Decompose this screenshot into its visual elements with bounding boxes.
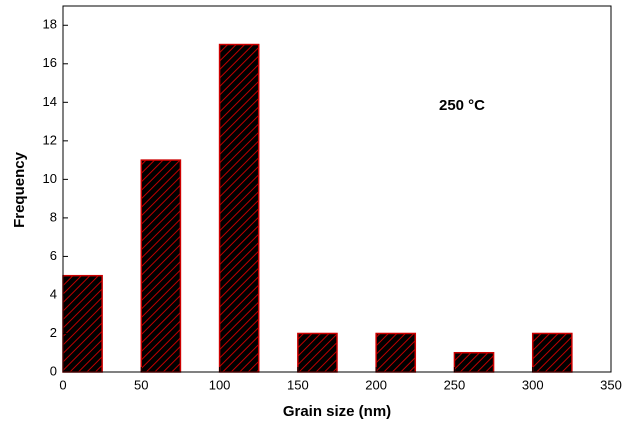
y-tick-label: 2	[50, 325, 57, 340]
x-tick-label: 50	[134, 377, 148, 392]
x-axis-label: Grain size (nm)	[283, 403, 391, 420]
bar	[375, 332, 417, 373]
y-tick-label: 14	[43, 94, 57, 109]
bar	[531, 332, 573, 373]
y-axis-label: Frequency	[11, 151, 28, 228]
bar	[140, 159, 182, 373]
y-tick-label: 16	[43, 55, 57, 70]
y-tick-label: 6	[50, 248, 57, 263]
x-tick-label: 150	[287, 377, 309, 392]
x-tick-label: 350	[600, 377, 622, 392]
y-tick-label: 4	[50, 286, 57, 301]
x-tick-label: 0	[59, 377, 66, 392]
y-tick-label: 12	[43, 132, 57, 147]
y-tick-label: 0	[50, 363, 57, 378]
bar	[297, 332, 338, 373]
y-tick-label: 18	[43, 17, 57, 32]
x-tick-label: 100	[209, 377, 231, 392]
annotation: 250 °C	[439, 97, 485, 114]
y-tick-label: 10	[43, 171, 57, 186]
plot-frame	[62, 5, 612, 373]
x-tick-label: 250	[444, 377, 466, 392]
bar	[62, 274, 103, 373]
x-tick-label: 300	[522, 377, 544, 392]
y-tick-label: 8	[50, 209, 57, 224]
x-tick-label: 200	[365, 377, 387, 392]
bar	[218, 43, 260, 373]
bar	[453, 351, 495, 373]
